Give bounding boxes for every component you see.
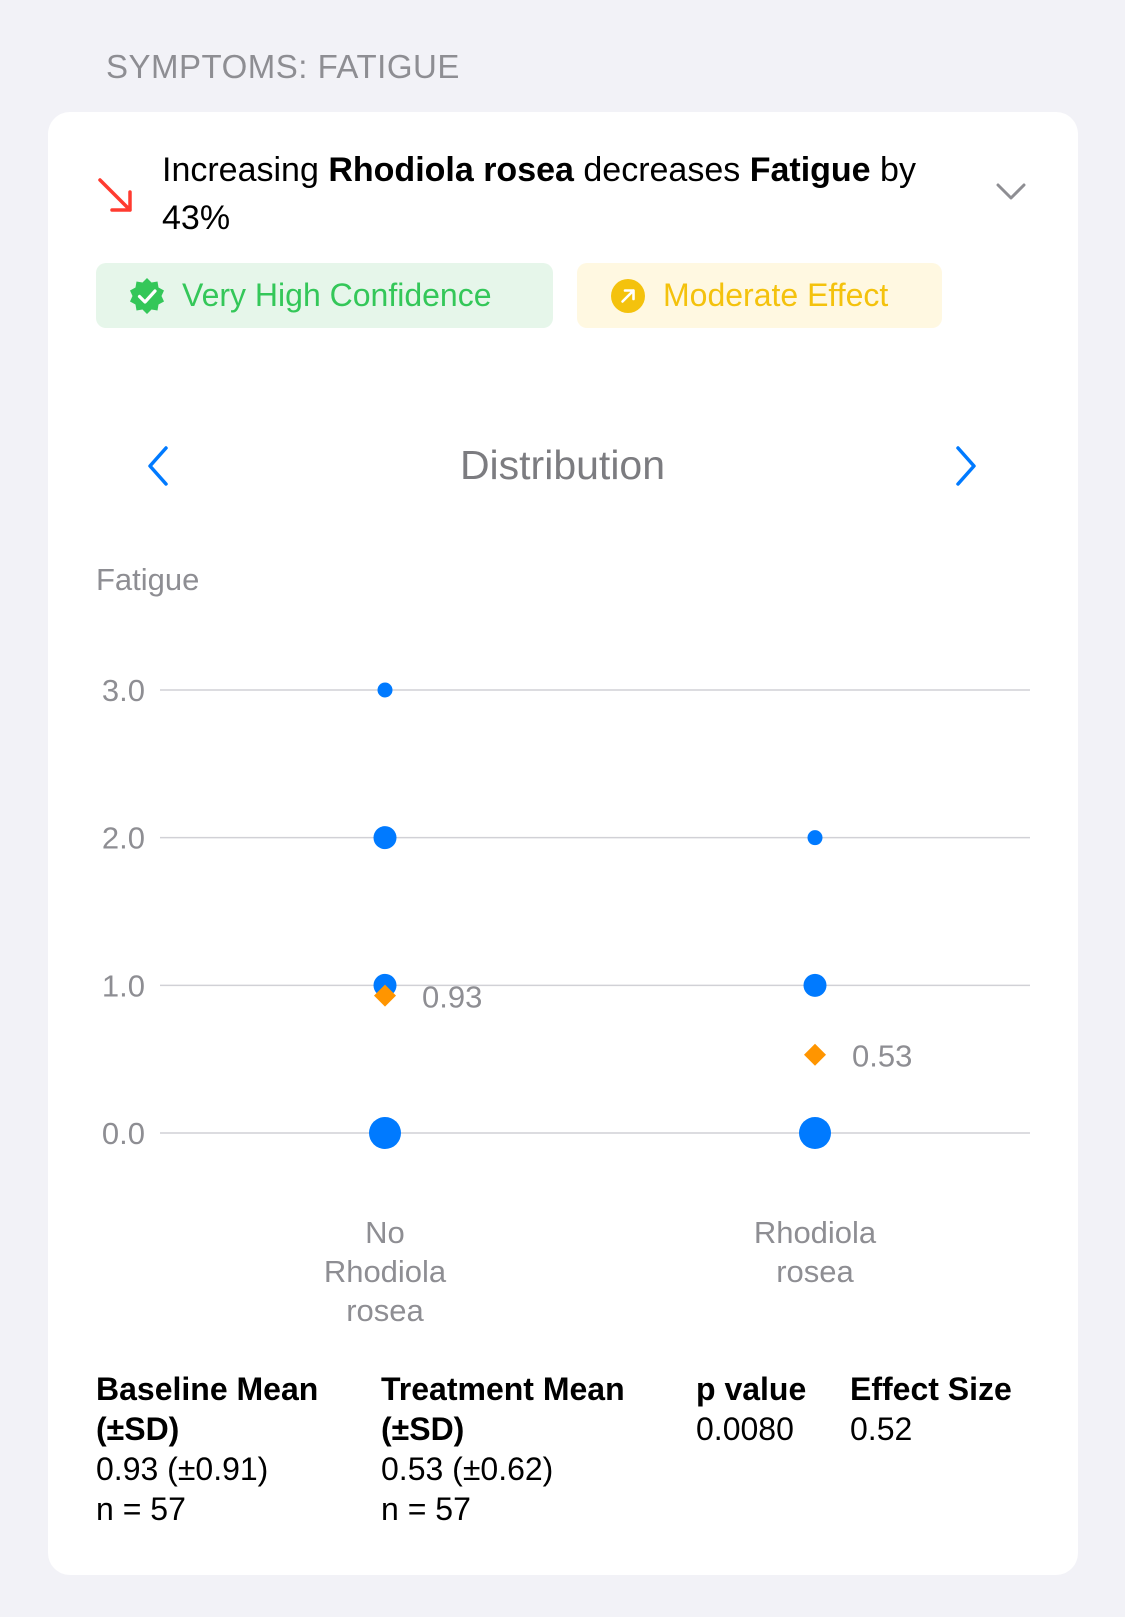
data-point [807, 830, 823, 846]
chevron-down-icon[interactable] [994, 178, 1028, 204]
data-point [799, 1117, 831, 1149]
mean-label: 0.53 [852, 1039, 912, 1074]
insight-card [48, 112, 1078, 1575]
y-tick-label: 3.0 [102, 673, 145, 708]
treatment-value: 0.53 (±0.62) [381, 1451, 554, 1487]
data-point [377, 682, 393, 698]
baseline-stat: Baseline Mean (±SD) 0.93 (±0.91) n = 57 [96, 1369, 318, 1529]
y-tick-label: 1.0 [102, 968, 145, 1003]
verified-check-icon [130, 277, 164, 314]
p-value-header: p value [696, 1371, 807, 1407]
data-point [803, 973, 827, 997]
effect-size-header: Effect Size [850, 1371, 1012, 1407]
effect-size-stat: Effect Size 0.52 [850, 1369, 1012, 1449]
mean-marker [804, 1043, 826, 1066]
effect-badge: Moderate Effect [577, 263, 942, 328]
data-point [369, 1117, 401, 1149]
mean-marker [374, 984, 396, 1007]
insight-headline[interactable]: Increasing Rhodiola rosea decreases Fati… [162, 146, 962, 242]
baseline-n: n = 57 [96, 1491, 186, 1527]
confidence-badge-label: Very High Confidence [182, 277, 492, 313]
x-category-label: Rhodiola rosea [754, 1215, 877, 1289]
headline-treatment: Rhodiola rosea [328, 151, 574, 189]
baseline-value: 0.93 (±0.91) [96, 1451, 269, 1487]
effect-badge-label: Moderate Effect [663, 277, 889, 313]
headline-suffix: by 43% [162, 151, 916, 237]
arrow-down-right-icon [98, 178, 132, 212]
headline-prefix: Increasing [162, 151, 329, 189]
chevron-right-icon[interactable] [948, 444, 982, 488]
confidence-badge: Very High Confidence [96, 263, 553, 328]
section-header: SYMPTOMS: FATIGUE [106, 48, 460, 85]
headline-outcome: Fatigue [749, 151, 871, 189]
y-axis-label: Fatigue [96, 562, 199, 597]
x-category-label: No Rhodiola rosea [324, 1215, 447, 1328]
y-tick-label: 0.0 [102, 1116, 145, 1151]
chart-title: Distribution [459, 442, 666, 488]
data-point [373, 826, 397, 850]
p-value-stat: p value 0.0080 [696, 1369, 806, 1449]
headline-verb: decreases [573, 151, 750, 189]
chevron-left-icon[interactable] [142, 444, 176, 488]
y-tick-label: 2.0 [102, 821, 145, 856]
effect-size-value: 0.52 [850, 1411, 913, 1447]
baseline-header: Baseline Mean (±SD) [96, 1371, 319, 1447]
distribution-chart: Fatigue 3.0 2.0 1.0 0.0 0.93 No Rhodiola rosea 0.… [96, 562, 1030, 1328]
mean-label: 0.93 [422, 980, 482, 1015]
arrow-up-right-circle-icon [611, 278, 645, 313]
treatment-header: Treatment Mean (±SD) [381, 1371, 625, 1447]
p-value-value: 0.0080 [696, 1411, 794, 1447]
treatment-n: n = 57 [381, 1491, 471, 1527]
treatment-stat: Treatment Mean (±SD) 0.53 (±0.62) n = 57 [381, 1369, 625, 1529]
